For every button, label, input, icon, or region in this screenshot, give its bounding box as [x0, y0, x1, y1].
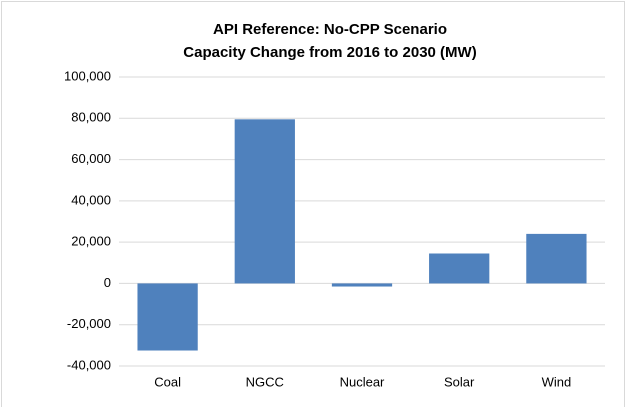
x-tick-label: NGCC: [246, 374, 284, 389]
y-tick-label: -20,000: [67, 316, 111, 331]
y-tick-label: 40,000: [71, 192, 111, 207]
bar: [526, 233, 587, 284]
bar: [137, 283, 198, 351]
x-tick-label: Coal: [154, 374, 181, 389]
bar: [429, 253, 490, 284]
bar: [331, 283, 393, 287]
x-tick-label: Wind: [542, 374, 572, 389]
y-tick-label: 0: [104, 275, 111, 290]
y-tick-label: -40,000: [67, 357, 111, 372]
x-tick-label: Solar: [444, 374, 475, 389]
chart-title: API Reference: No-CPP Scenario: [213, 21, 447, 38]
x-tick-label: Nuclear: [340, 374, 385, 389]
y-tick-label: 60,000: [71, 151, 111, 166]
y-tick-label: 100,000: [64, 68, 111, 83]
y-tick-label: 80,000: [71, 110, 111, 125]
y-tick-label: 20,000: [71, 234, 111, 249]
chart-title: Capacity Change from 2016 to 2030 (MW): [183, 44, 476, 61]
bar: [234, 119, 295, 284]
